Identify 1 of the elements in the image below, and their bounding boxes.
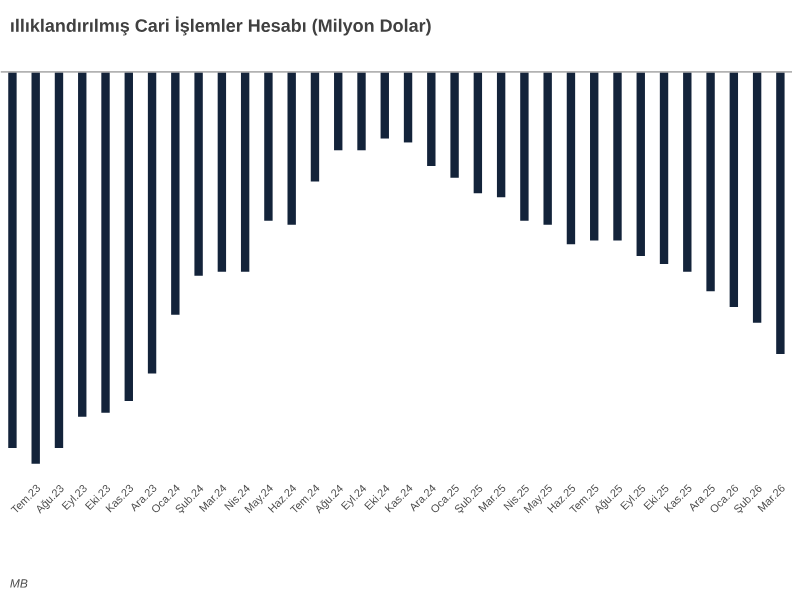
chart-title: ıllıklandırılmış Cari İşlemler Hesabı (Milyon Dolar) [11, 16, 431, 36]
